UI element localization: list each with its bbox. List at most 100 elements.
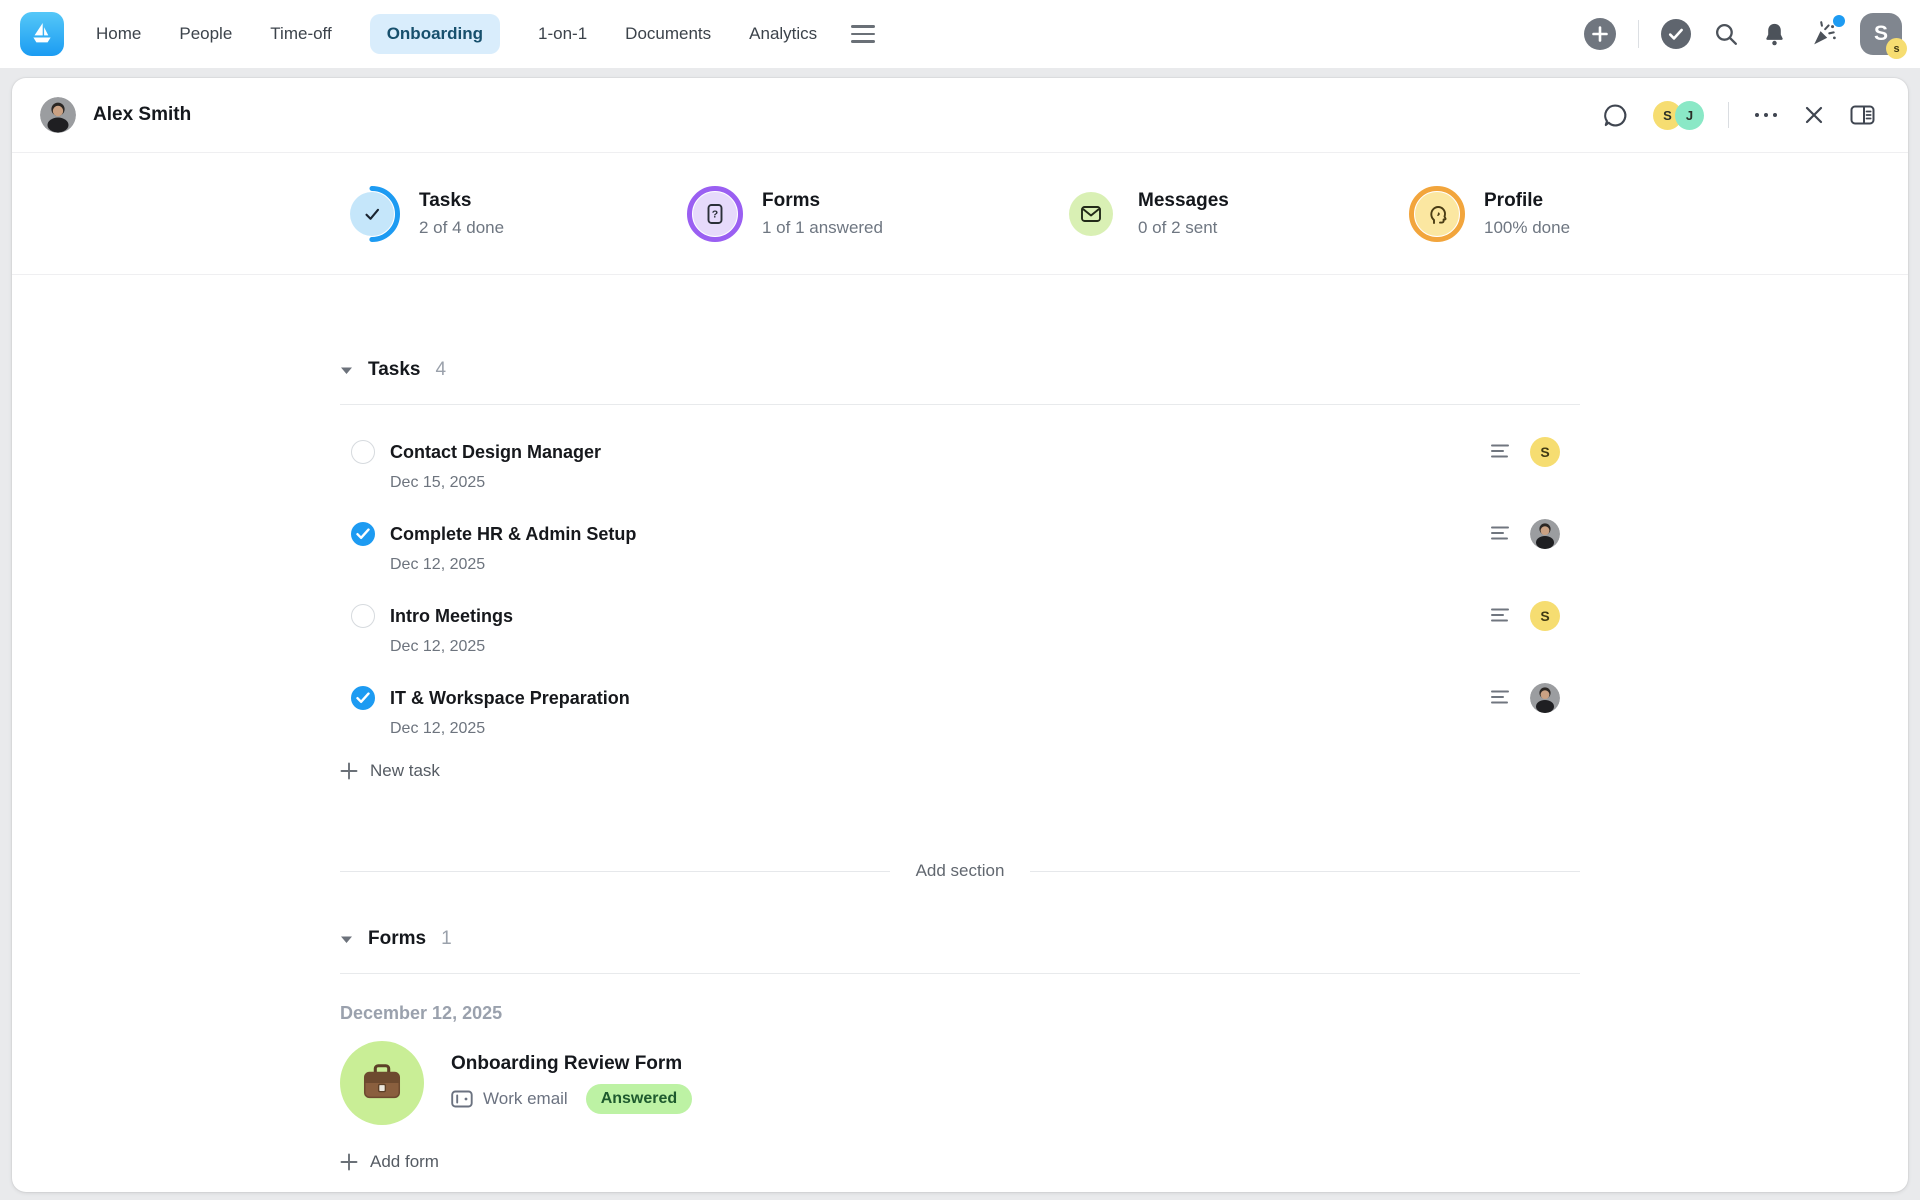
stat-messages-label: Messages [1138, 189, 1229, 211]
tasks-section-title: Tasks [368, 359, 421, 380]
form-field-icon [451, 1090, 473, 1107]
chevron-down-icon[interactable] [340, 935, 353, 944]
collaborator-avatars: S J [1653, 100, 1704, 130]
section-divider [340, 973, 1580, 974]
task-assignee-avatar: S [1530, 601, 1560, 631]
task-due-date: Dec 12, 2025 [390, 556, 486, 573]
task-title[interactable]: Intro Meetings [390, 606, 514, 626]
task-row[interactable]: Complete HR & Admin Setup Dec 12, 2025 [340, 519, 1580, 575]
main-nav: Home People Time-off Onboarding 1-on-1 D… [96, 14, 817, 54]
notification-dot [1833, 15, 1845, 27]
task-due-date: Dec 15, 2025 [390, 474, 486, 491]
task-row[interactable]: Contact Design Manager Dec 15, 2025 S [340, 437, 1580, 493]
panel-header-actions: S J [1602, 100, 1876, 130]
nav-overflow-menu-icon[interactable] [851, 25, 876, 43]
form-card[interactable]: Onboarding Review Form Work email Answer… [340, 1041, 693, 1125]
new-task-button[interactable]: New task [340, 761, 440, 781]
stat-tasks-sub: 2 of 4 done [419, 217, 505, 237]
employee-name: Alex Smith [93, 104, 192, 125]
tasks-section-heading: Tasks 4 [340, 359, 1580, 381]
stat-messages[interactable]: Messages 0 of 2 sent [1063, 186, 1229, 242]
task-notes-icon[interactable] [1489, 687, 1513, 714]
messages-envelope-icon [1069, 191, 1113, 236]
nav-item-1-on-1[interactable]: 1-on-1 [538, 24, 588, 43]
task-assignee-avatar-photo [1530, 519, 1560, 549]
sailboat-icon [28, 20, 56, 48]
nav-item-documents[interactable]: Documents [625, 24, 712, 43]
tasks-check-icon[interactable] [1660, 18, 1692, 50]
app-logo[interactable] [20, 12, 64, 56]
task-checkbox[interactable] [351, 440, 375, 464]
stat-profile-label: Profile [1484, 189, 1544, 211]
form-field-label: Work email [483, 1088, 568, 1108]
forms-question-card-icon: ? [693, 191, 737, 236]
task-checkbox[interactable] [351, 522, 375, 546]
task-checkbox[interactable] [351, 686, 375, 710]
task-notes-icon[interactable] [1489, 523, 1513, 550]
status-badge-answered: Answered [585, 1083, 693, 1114]
section-divider [340, 404, 1580, 405]
panel-header: Alex Smith S J [12, 78, 1908, 153]
user-avatar-initial: S [1873, 22, 1888, 45]
side-panel-toggle-icon[interactable] [1849, 103, 1876, 127]
briefcase-icon [340, 1041, 424, 1125]
nav-item-home[interactable]: Home [96, 24, 142, 43]
task-row[interactable]: Intro Meetings Dec 12, 2025 S [340, 601, 1580, 657]
stat-profile-sub: 100% done [1484, 217, 1571, 237]
topbar-actions: S s [1583, 13, 1907, 59]
form-title[interactable]: Onboarding Review Form [451, 1052, 683, 1074]
task-assignee-avatar-photo [1530, 683, 1560, 713]
task-notes-icon[interactable] [1489, 605, 1513, 632]
stat-tasks-label: Tasks [419, 189, 472, 211]
progress-stats-row: Tasks 2 of 4 done ? Forms 1 of 1 answere… [12, 153, 1908, 275]
celebrations-icon[interactable] [1809, 15, 1845, 49]
tasks-check-circle-icon [350, 191, 394, 236]
search-icon[interactable] [1713, 21, 1740, 48]
divider-line [340, 870, 890, 872]
user-avatar-badge: s [1886, 38, 1907, 59]
plus-icon [340, 762, 358, 780]
task-notes-icon[interactable] [1489, 441, 1513, 468]
stat-tasks[interactable]: Tasks 2 of 4 done [344, 185, 505, 242]
task-due-date: Dec 12, 2025 [390, 720, 486, 737]
notifications-bell-icon[interactable] [1761, 21, 1788, 48]
more-options-icon[interactable] [1753, 111, 1779, 119]
panel-content: Tasks 4 Contact Design Manager Dec 15, 2… [340, 359, 1580, 1172]
close-icon[interactable] [1803, 104, 1825, 126]
employee-onboarding-panel: Alex Smith S J [12, 78, 1908, 1192]
task-title[interactable]: IT & Workspace Preparation [390, 688, 630, 708]
stat-forms[interactable]: ? Forms 1 of 1 answered [687, 185, 883, 242]
add-button[interactable] [1583, 17, 1617, 51]
forms-section-heading: Forms 1 [340, 928, 1580, 950]
collaborator-avatar-j: J [1675, 100, 1704, 130]
header-divider [1728, 102, 1729, 128]
nav-item-people[interactable]: People [179, 24, 233, 43]
task-title[interactable]: Contact Design Manager [390, 442, 602, 462]
add-form-button[interactable]: Add form [340, 1152, 439, 1172]
chevron-down-icon[interactable] [340, 366, 353, 375]
profile-head-icon [1415, 191, 1459, 236]
stat-profile[interactable]: Profile 100% done [1409, 185, 1571, 242]
divider-line [1030, 870, 1580, 872]
nav-item-analytics[interactable]: Analytics [749, 24, 818, 43]
topbar-divider [1638, 20, 1639, 48]
task-row[interactable]: IT & Workspace Preparation Dec 12, 2025 [340, 683, 1580, 739]
top-navigation-bar: Home People Time-off Onboarding 1-on-1 D… [0, 0, 1920, 68]
tasks-section-count: 4 [435, 359, 447, 380]
forms-section-title: Forms [368, 928, 427, 949]
plus-icon [340, 1153, 358, 1171]
task-title[interactable]: Complete HR & Admin Setup [390, 524, 637, 544]
stat-forms-sub: 1 of 1 answered [762, 217, 883, 237]
nav-item-onboarding[interactable]: Onboarding [369, 14, 501, 54]
nav-item-time-off[interactable]: Time-off [270, 24, 332, 43]
add-section-button[interactable]: Add section [915, 861, 1005, 880]
user-avatar[interactable]: S s [1860, 13, 1907, 59]
stat-forms-label: Forms [762, 189, 821, 211]
task-due-date: Dec 12, 2025 [390, 638, 486, 655]
comment-bubble-icon[interactable] [1602, 102, 1629, 129]
stat-messages-sub: 0 of 2 sent [1138, 217, 1218, 237]
svg-text:?: ? [712, 208, 718, 220]
task-assignee-avatar: S [1530, 437, 1560, 467]
employee-avatar[interactable] [40, 97, 76, 133]
task-checkbox[interactable] [351, 604, 375, 628]
